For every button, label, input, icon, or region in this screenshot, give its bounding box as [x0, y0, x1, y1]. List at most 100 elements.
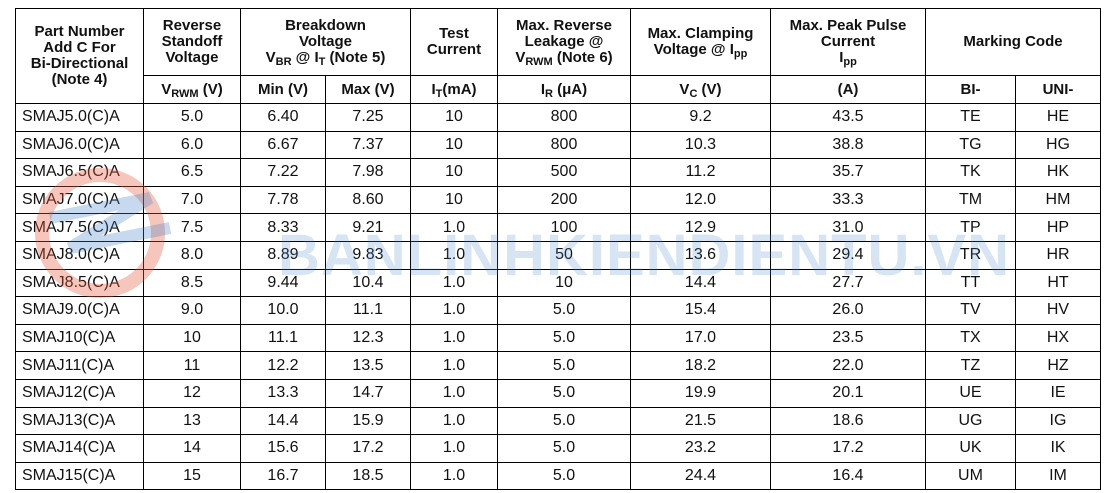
cell: 43.5	[770, 103, 926, 132]
cell: HG	[1015, 130, 1101, 160]
table-row: SMAJ6.0(C)A 6.0 6.67 7.37 10 800 10.3 38.8 TG HG	[15, 130, 1101, 160]
cell: 35.7	[770, 158, 926, 187]
header-line: Max. Reverse	[498, 18, 630, 34]
cell: 800	[497, 130, 631, 160]
cell: 9.44	[240, 268, 326, 298]
header-line: Voltage	[144, 50, 240, 66]
cell: 15.4	[630, 296, 771, 325]
part-number: SMAJ6.5(C)A	[15, 158, 144, 187]
cell: 50	[497, 240, 631, 270]
cell: 27.7	[770, 268, 926, 298]
cell: 800	[497, 103, 631, 132]
header-line: Add C For	[16, 40, 143, 56]
header-text: Reverse	[162, 17, 222, 34]
header-line: Current	[411, 42, 497, 58]
cell: 5.0	[497, 461, 631, 491]
table-row: SMAJ7.0(C)A 7.0 7.78 8.60 10 200 12.0 33.3 TM HM	[15, 185, 1101, 215]
table-row: SMAJ6.5(C)A 6.5 7.22 7.98 10 500 11.2 35.7 TK HK	[15, 158, 1101, 187]
cell: 6.5	[143, 158, 241, 187]
cell: 5.0	[497, 434, 631, 463]
cell: 17.2	[770, 434, 926, 463]
header-text: Leakage @	[524, 33, 604, 50]
cell: 23.5	[770, 323, 926, 353]
cell: 31.0	[770, 213, 926, 242]
table-row: SMAJ15(C)A 15 16.7 18.5 1.0 5.0 24.4 16.4 UM IM	[15, 461, 1101, 491]
cell: 10	[497, 268, 631, 298]
header-text: (Note 4)	[51, 71, 108, 88]
cell: 1.0	[410, 406, 498, 436]
subscript: C	[689, 87, 698, 100]
cell: IE	[1015, 378, 1101, 408]
part-number: SMAJ7.0(C)A	[15, 185, 144, 215]
header-text: Max (V)	[341, 80, 395, 98]
cell: 7.25	[325, 103, 411, 132]
cell: 18.6	[770, 406, 926, 436]
cell: 17.0	[630, 323, 771, 353]
cell: UE	[925, 378, 1016, 408]
cell: TR	[925, 240, 1016, 270]
cell: 8.33	[240, 213, 326, 242]
cell: 1.0	[410, 461, 498, 491]
header-cell: Max. Reverse Leakage @ VRWM (Note 6)	[497, 8, 631, 76]
subscript: T	[318, 56, 326, 68]
header-text: UNI-	[1042, 80, 1074, 98]
cell: 15	[143, 461, 241, 491]
cell: TP	[925, 213, 1016, 242]
cell: 100	[497, 213, 631, 242]
cell: 11.1	[325, 296, 411, 325]
cell: TE	[925, 103, 1016, 132]
header-row: Part Number Add C For Bi-Directional (Note …	[15, 8, 1101, 104]
header-text: V	[265, 49, 276, 66]
part-number: SMAJ8.5(C)A	[15, 268, 144, 298]
part-number: SMAJ14(C)A	[15, 434, 144, 463]
header-text: Current	[426, 41, 482, 58]
cell: 5.0	[497, 323, 631, 353]
header-line: VBR @ IT (Note 5)	[241, 49, 410, 68]
cell: TX	[925, 323, 1016, 353]
cell: HZ	[1015, 351, 1101, 380]
header-text: Voltage	[298, 33, 353, 50]
header-text: Add C For	[43, 39, 116, 56]
cell: 14.4	[630, 268, 771, 298]
table-row: SMAJ9.0(C)A 9.0 10.0 11.1 1.0 5.0 15.4 26.0 TV HV	[15, 296, 1101, 325]
cell: 10.3	[630, 130, 771, 160]
header-cell: Breakdown Voltage VBR @ IT (Note 5)	[240, 8, 411, 76]
cell: 13.5	[325, 351, 411, 380]
cell: 1.0	[410, 351, 498, 380]
cell: 10	[410, 185, 498, 215]
cell: 14	[143, 434, 241, 463]
cell: 29.4	[770, 240, 926, 270]
unit-cell: (A)	[770, 75, 926, 104]
cell: IM	[1015, 461, 1101, 491]
header-cell: Max. Peak Pulse Current Ipp	[770, 8, 926, 76]
header-text: (mA)	[442, 80, 477, 98]
cell: IK	[1015, 434, 1101, 463]
table-body: SMAJ5.0(C)A 5.0 6.40 7.25 10 800 9.2 43.5 TE HE SM…	[15, 103, 1101, 491]
table-row: SMAJ14(C)A 14 15.6 17.2 1.0 5.0 23.2 17.2 UK IK	[15, 434, 1101, 463]
part-number: SMAJ7.5(C)A	[15, 213, 144, 242]
cell: 23.2	[630, 434, 771, 463]
cell: 13.3	[240, 378, 326, 408]
subscript: pp	[843, 56, 857, 68]
header-line: Max. Clamping	[631, 26, 770, 42]
table-row: SMAJ8.0(C)A 8.0 8.89 9.83 1.0 50 13.6 29.4 TR HR	[15, 240, 1101, 270]
cell: 21.5	[630, 406, 771, 436]
cell: 12.0	[630, 185, 771, 215]
cell: IG	[1015, 406, 1101, 436]
unit-cell: Max (V)	[325, 75, 411, 104]
header-line: Marking Code	[926, 34, 1100, 50]
cell: 10.4	[325, 268, 411, 298]
header-text: Max. Clamping	[647, 25, 754, 42]
cell: 6.67	[240, 130, 326, 160]
cell: 9.83	[325, 240, 411, 270]
cell: HE	[1015, 103, 1101, 132]
cell: 7.37	[325, 130, 411, 160]
cell: 8.89	[240, 240, 326, 270]
subscript: T	[435, 87, 443, 100]
part-number: SMAJ5.0(C)A	[15, 103, 144, 132]
cell: 12	[143, 378, 241, 408]
cell: 18.5	[325, 461, 411, 491]
header-line: Reverse	[144, 18, 240, 34]
header-text: Standoff	[161, 33, 223, 50]
header-text: (Note 6)	[552, 49, 613, 66]
